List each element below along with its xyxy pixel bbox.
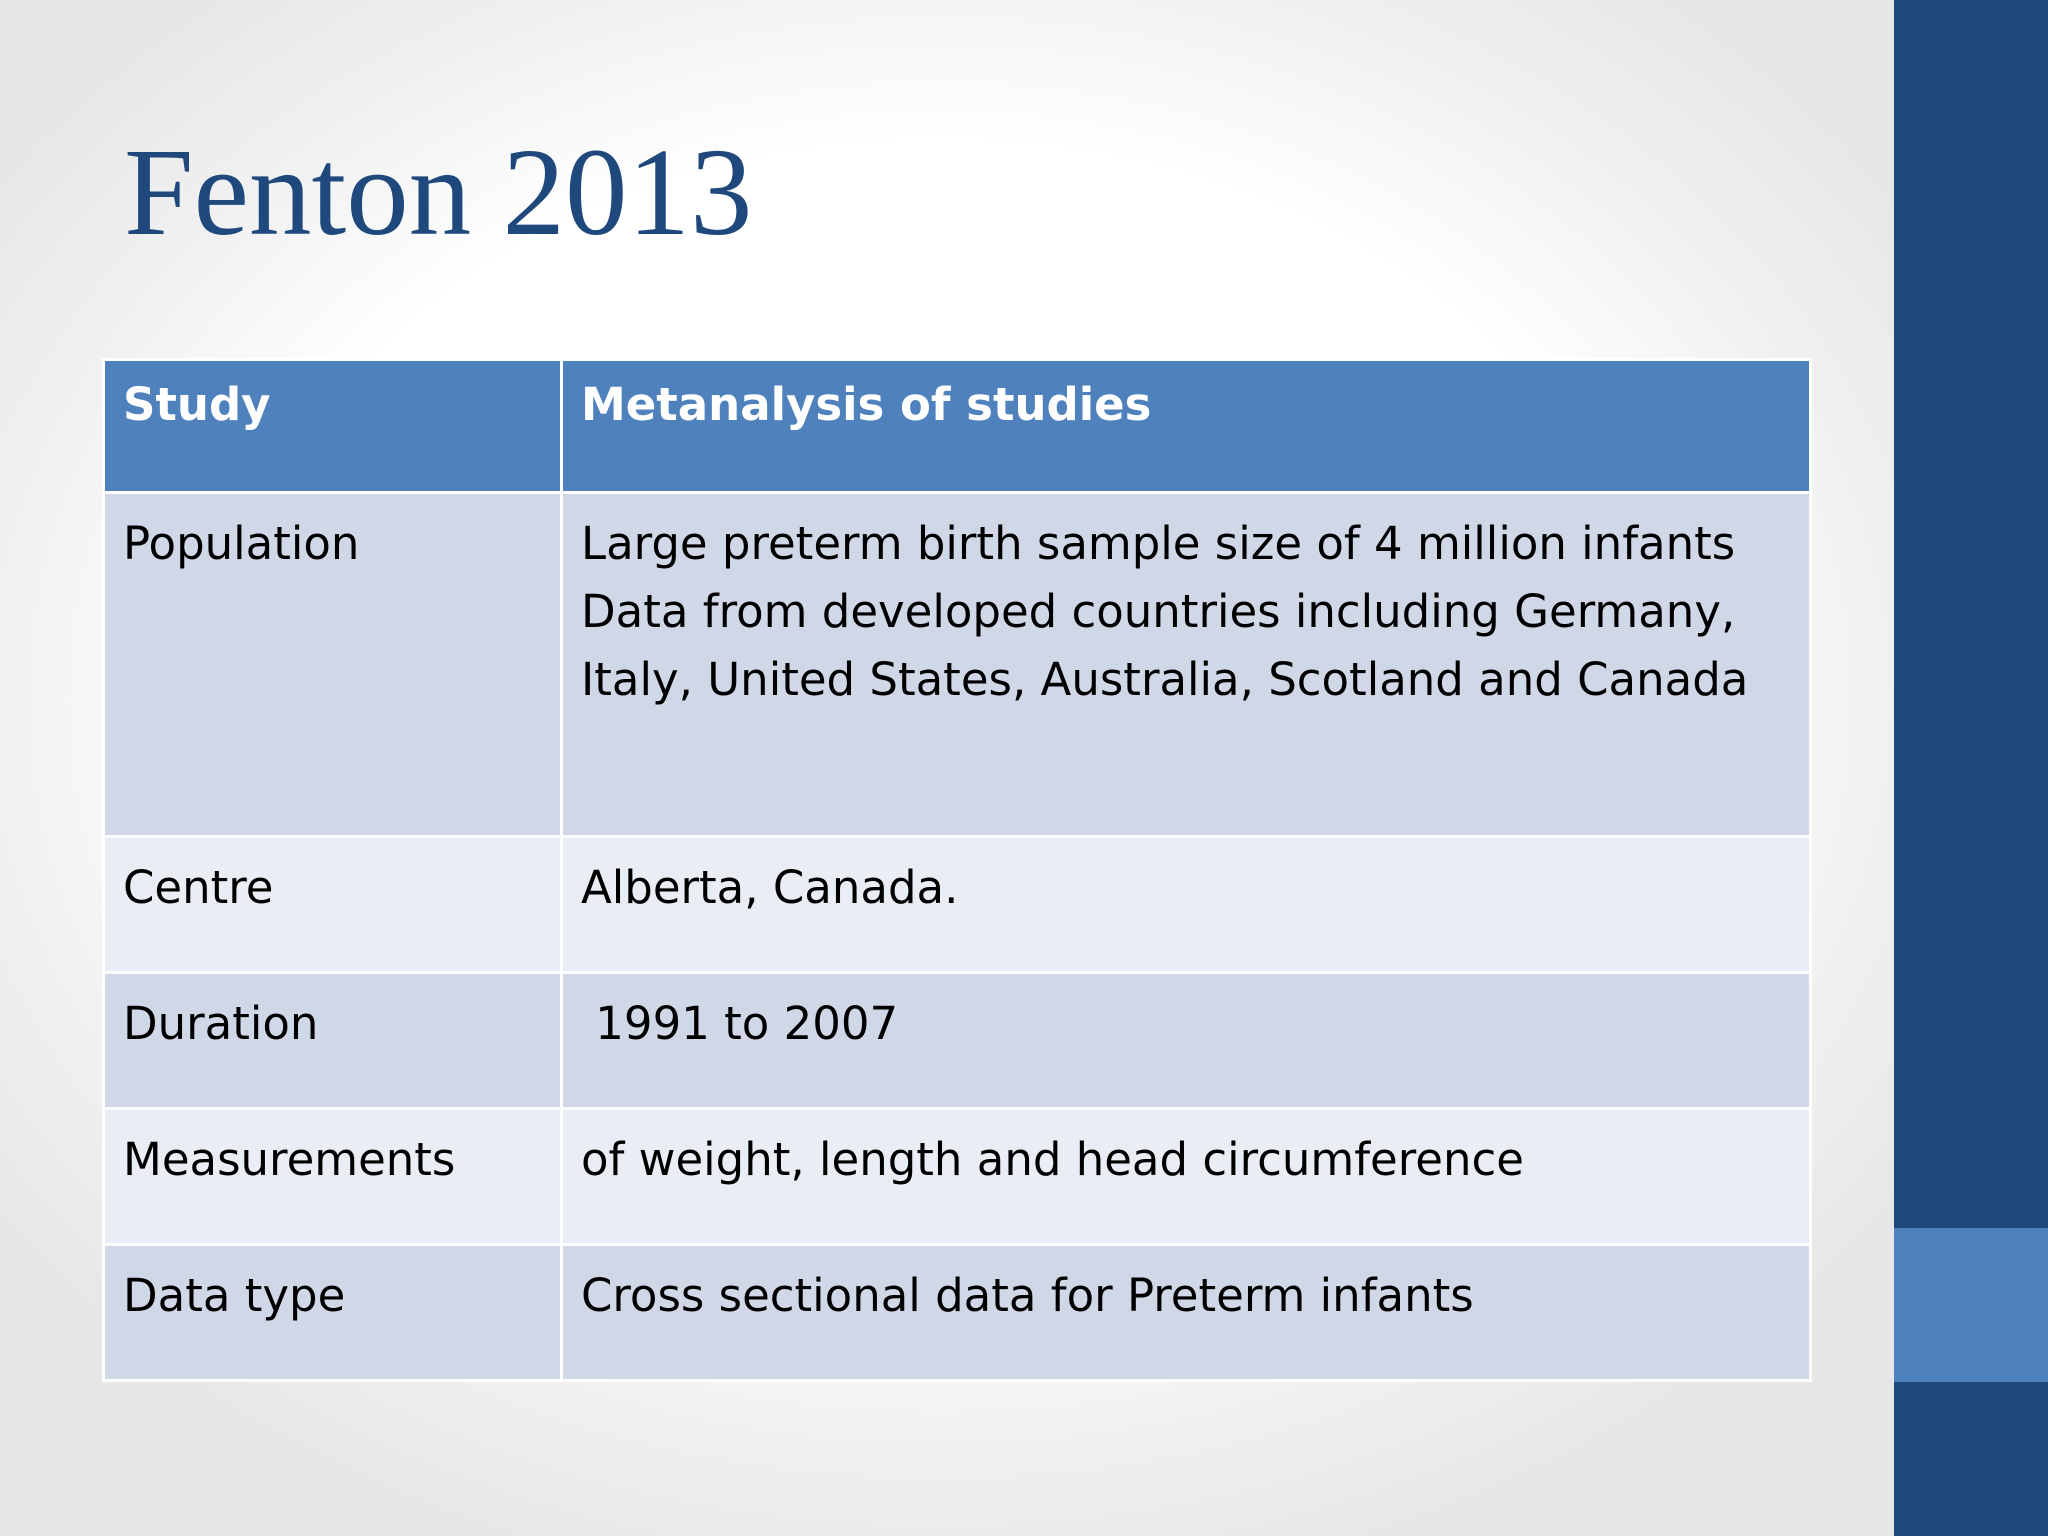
slide-title: Fenton 2013 [124, 124, 753, 262]
row-value-line: Data from developed countries including … [581, 585, 1736, 638]
row-value-line: 1991 to 2007 [581, 997, 899, 1050]
row-value-cell: of weight, length and head circumference [560, 1107, 1812, 1246]
row-value-cell: 1991 to 2007 [560, 971, 1812, 1110]
header-label-cell: Study [102, 358, 563, 494]
row-label-cell: Measurements [102, 1107, 563, 1246]
table-row-population: Population Large preterm birth sample si… [102, 491, 1812, 838]
row-value-cell: Cross sectional data for Preterm infants [560, 1243, 1812, 1382]
table-header-row: Study Metanalysis of studies [102, 358, 1812, 494]
study-table: Study Metanalysis of studies Population … [102, 358, 1812, 1382]
table-row-duration: Duration 1991 to 2007 [102, 971, 1812, 1110]
table-row-centre: Centre Alberta, Canada. [102, 835, 1812, 974]
row-label-cell: Duration [102, 971, 563, 1110]
row-value-line: Alberta, Canada. [581, 861, 959, 914]
row-label-cell: Population [102, 491, 563, 838]
row-value-line: of weight, length and head circumference [581, 1133, 1524, 1186]
table-row-measurements: Measurements of weight, length and head … [102, 1107, 1812, 1246]
row-value-line: Cross sectional data for Preterm infants [581, 1269, 1474, 1322]
table-row-data-type: Data type Cross sectional data for Prete… [102, 1243, 1812, 1382]
row-label-cell: Data type [102, 1243, 563, 1382]
row-label-cell: Centre [102, 835, 563, 974]
side-accent-decoration [1894, 1228, 2048, 1382]
row-value-cell: Alberta, Canada. [560, 835, 1812, 974]
row-value-cell: Large preterm birth sample size of 4 mil… [560, 491, 1812, 838]
header-value-cell: Metanalysis of studies [560, 358, 1812, 494]
row-value-line: Large preterm birth sample size of 4 mil… [581, 517, 1736, 570]
row-value-line: Italy, United States, Australia, Scotlan… [581, 653, 1749, 706]
